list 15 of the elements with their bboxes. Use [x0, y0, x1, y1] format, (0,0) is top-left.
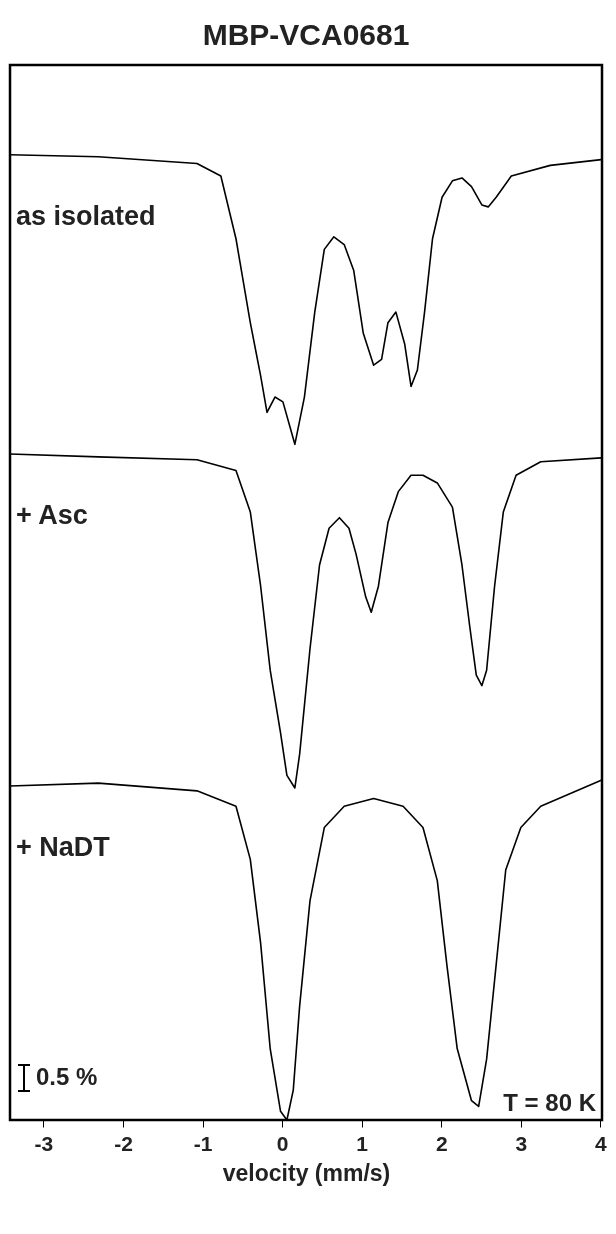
series-label: + NaDT: [16, 832, 111, 863]
x-tick-label: -3: [34, 1131, 54, 1155]
x-tick-label: -1: [193, 1131, 213, 1155]
x-axis-title: velocity (mm/s): [222, 1159, 391, 1186]
x-tick-label: 3: [515, 1131, 528, 1155]
x-tick-label: 4: [595, 1131, 608, 1155]
annotation: T = 80 K: [503, 1089, 597, 1116]
annotation: 0.5 %: [36, 1063, 98, 1090]
x-tick-label: 0: [276, 1131, 289, 1155]
x-tick-label: -2: [114, 1131, 133, 1155]
series-label: + Asc: [16, 499, 88, 530]
chart-title: MBP-VCA0681: [202, 18, 410, 51]
x-tick-label: 1: [356, 1131, 369, 1155]
x-tick-label: 2: [435, 1131, 448, 1155]
series-label: as isolated: [16, 200, 156, 231]
